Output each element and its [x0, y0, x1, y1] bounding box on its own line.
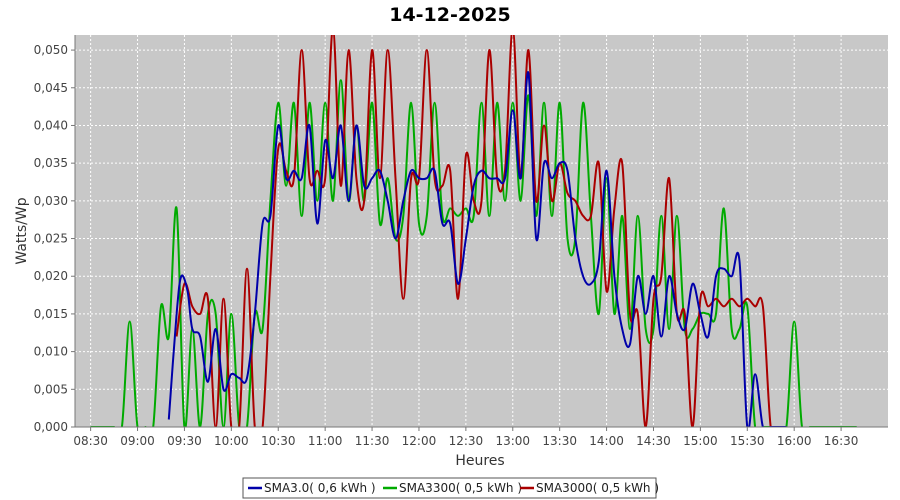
legend-label-1: SMA3300( 0,5 kWh ) — [399, 481, 522, 495]
x-tick-label: 11:30 — [355, 434, 390, 448]
x-tick-label: 08:30 — [73, 434, 108, 448]
y-tick-label: 0,035 — [34, 156, 68, 170]
legend: SMA3.0( 0,6 kWh ) SMA3300( 0,5 kWh ) SMA30… — [242, 477, 659, 499]
grid-lines — [75, 35, 888, 428]
y-tick-label: 0,025 — [34, 232, 68, 246]
x-tick-label: 16:00 — [777, 434, 812, 448]
series-line-0 — [167, 71, 787, 427]
y-tick-label: 0,015 — [34, 307, 68, 321]
x-tick-label: 15:00 — [683, 434, 718, 448]
y-tick-label: 0,030 — [34, 194, 68, 208]
y-tick-label: 0,005 — [34, 382, 68, 396]
y-axis-label: Watts/Wp — [14, 197, 30, 264]
x-tick-label: 10:00 — [214, 434, 249, 448]
x-tick-label: 09:00 — [120, 434, 155, 448]
x-tick-label: 09:30 — [167, 434, 202, 448]
series-line-2 — [175, 35, 787, 427]
axes: 0,000 0,005 0,010 0,015 0,020 0,025 0,030 0,035… — [34, 35, 888, 448]
x-tick-label: 14:00 — [589, 434, 624, 448]
x-tick-label: 14:30 — [636, 434, 671, 448]
x-tick-label: 12:00 — [402, 434, 437, 448]
series-layer — [90, 35, 857, 427]
series-line-1 — [90, 79, 857, 427]
x-tick-label: 15:30 — [730, 434, 765, 448]
legend-label-2: SMA3000( 0,5 kWh ) — [536, 481, 659, 495]
legend-label-0: SMA3.0( 0,6 kWh ) — [264, 481, 376, 495]
x-tick-label: 10:30 — [261, 434, 296, 448]
y-tick-label: 0,000 — [34, 420, 68, 434]
y-tick-label: 0,050 — [34, 43, 68, 57]
y-tick-label: 0,040 — [34, 118, 68, 132]
x-tick-label: 11:00 — [308, 434, 343, 448]
x-tick-label: 16:30 — [824, 434, 859, 448]
legend-box — [242, 477, 657, 499]
x-axis-label: Heures — [455, 453, 504, 469]
chart-title: 14-12-2025 — [389, 4, 511, 26]
y-tick-label: 0,020 — [34, 269, 68, 283]
x-tick-label: 12:30 — [449, 434, 484, 448]
x-tick-label: 13:00 — [495, 434, 530, 448]
x-tick-label: 13:30 — [542, 434, 577, 448]
y-tick-label: 0,045 — [34, 81, 68, 95]
y-tick-label: 0,010 — [34, 345, 68, 359]
